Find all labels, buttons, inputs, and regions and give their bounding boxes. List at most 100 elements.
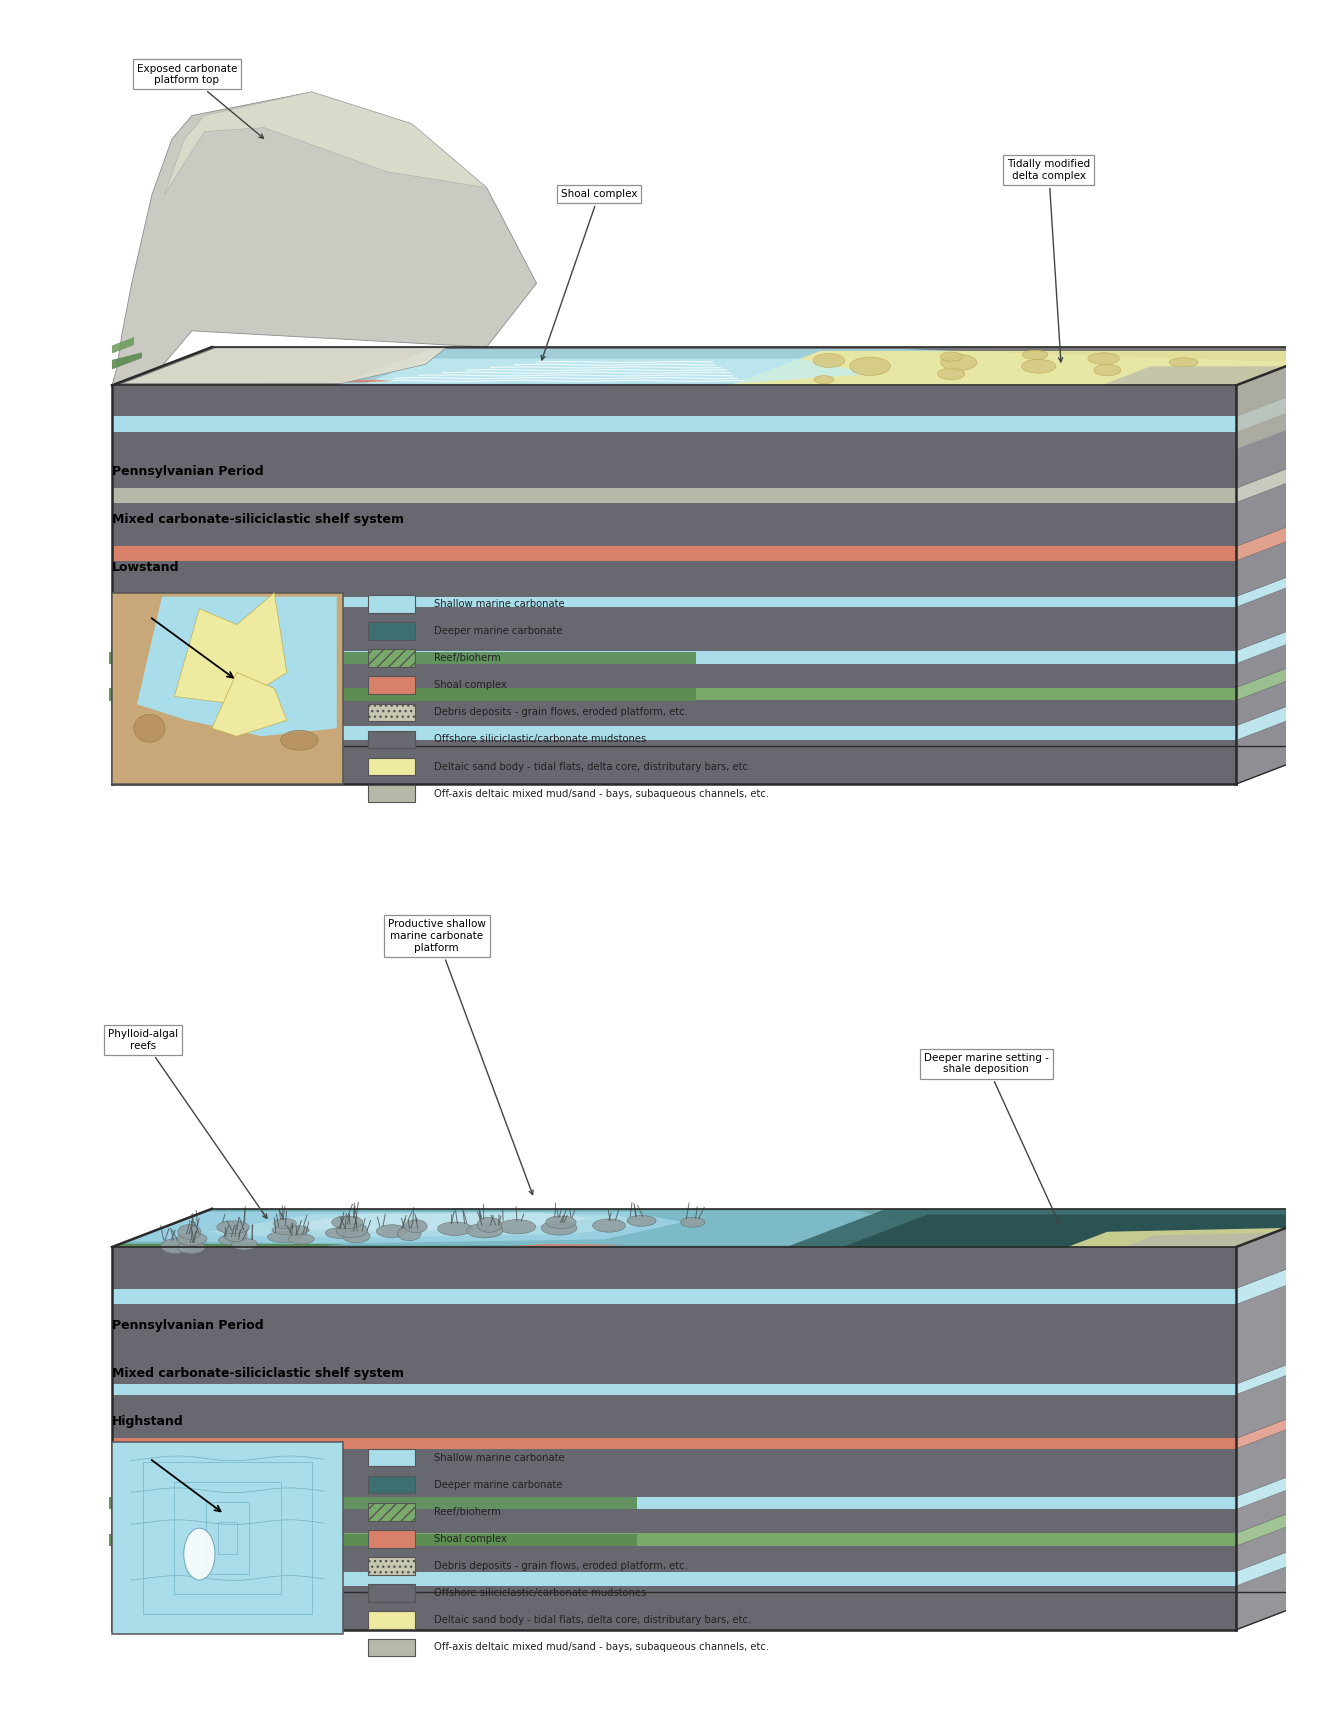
- FancyBboxPatch shape: [368, 1584, 415, 1602]
- FancyBboxPatch shape: [368, 704, 415, 721]
- Polygon shape: [1236, 1208, 1323, 1289]
- Polygon shape: [138, 597, 337, 737]
- Ellipse shape: [177, 1224, 201, 1239]
- Text: Mixed carbonate-siliciclastic shelf system: Mixed carbonate-siliciclastic shelf syst…: [112, 1367, 404, 1379]
- Text: Lowstand: Lowstand: [112, 561, 180, 573]
- Polygon shape: [112, 1496, 1236, 1510]
- Text: Phylloid-algal
reefs: Phylloid-algal reefs: [108, 1029, 267, 1219]
- Polygon shape: [112, 91, 537, 385]
- Ellipse shape: [941, 354, 976, 371]
- Ellipse shape: [232, 1238, 257, 1250]
- Polygon shape: [1236, 347, 1323, 416]
- Polygon shape: [730, 350, 1323, 385]
- Text: Exposed carbonate
platform top: Exposed carbonate platform top: [136, 64, 263, 138]
- Ellipse shape: [627, 1215, 656, 1225]
- Polygon shape: [112, 416, 1236, 433]
- Ellipse shape: [1094, 364, 1121, 376]
- Ellipse shape: [814, 376, 833, 383]
- Polygon shape: [1236, 663, 1323, 727]
- Polygon shape: [1123, 1232, 1274, 1248]
- Ellipse shape: [593, 1219, 626, 1232]
- Polygon shape: [112, 740, 1236, 784]
- Polygon shape: [112, 352, 142, 369]
- Polygon shape: [1236, 1250, 1323, 1305]
- Polygon shape: [1101, 366, 1286, 385]
- FancyBboxPatch shape: [368, 730, 415, 747]
- Polygon shape: [1236, 702, 1323, 784]
- Polygon shape: [112, 1244, 345, 1248]
- Polygon shape: [1236, 1495, 1323, 1546]
- Text: Tidally modified
delta complex: Tidally modified delta complex: [1007, 159, 1090, 362]
- Polygon shape: [1236, 394, 1323, 488]
- Text: Shallow marine carbonate: Shallow marine carbonate: [434, 599, 565, 609]
- Ellipse shape: [134, 715, 165, 742]
- Polygon shape: [1236, 1400, 1323, 1448]
- Ellipse shape: [849, 357, 890, 376]
- Polygon shape: [112, 337, 134, 354]
- Text: Offshore siliciclastic/carbonate mudstones: Offshore siliciclastic/carbonate mudston…: [434, 735, 647, 744]
- Polygon shape: [274, 1213, 593, 1232]
- Polygon shape: [786, 1208, 1323, 1248]
- Polygon shape: [262, 347, 949, 385]
- Ellipse shape: [814, 354, 844, 368]
- Ellipse shape: [545, 1215, 576, 1229]
- Text: Reef/bioherm: Reef/bioherm: [434, 652, 501, 663]
- Ellipse shape: [217, 1220, 250, 1234]
- Polygon shape: [112, 1448, 1236, 1496]
- FancyBboxPatch shape: [368, 785, 415, 803]
- Polygon shape: [122, 1210, 908, 1244]
- Ellipse shape: [224, 1229, 247, 1241]
- Polygon shape: [1236, 1267, 1323, 1384]
- Ellipse shape: [336, 1222, 368, 1238]
- Polygon shape: [212, 673, 287, 737]
- Polygon shape: [112, 665, 1236, 687]
- Polygon shape: [164, 91, 487, 195]
- Ellipse shape: [1088, 352, 1119, 364]
- Ellipse shape: [467, 1224, 503, 1238]
- Polygon shape: [1236, 1357, 1323, 1438]
- FancyBboxPatch shape: [368, 1476, 415, 1493]
- FancyBboxPatch shape: [368, 649, 415, 666]
- Polygon shape: [843, 1215, 1320, 1248]
- Ellipse shape: [280, 730, 318, 751]
- FancyBboxPatch shape: [368, 595, 415, 613]
- Polygon shape: [1236, 687, 1323, 740]
- Text: Highstand: Highstand: [112, 1415, 184, 1427]
- Text: Reef/bioherm: Reef/bioherm: [434, 1507, 501, 1517]
- FancyBboxPatch shape: [368, 1503, 415, 1521]
- FancyBboxPatch shape: [112, 592, 343, 784]
- Text: Pennsylvanian Period: Pennsylvanian Period: [112, 464, 263, 478]
- Polygon shape: [112, 561, 1236, 597]
- Text: Shoal complex: Shoal complex: [541, 190, 638, 361]
- Polygon shape: [112, 608, 1236, 651]
- Polygon shape: [327, 380, 394, 383]
- Polygon shape: [175, 592, 287, 704]
- Polygon shape: [112, 547, 1236, 561]
- Polygon shape: [1236, 1471, 1323, 1533]
- Text: Shoal complex: Shoal complex: [434, 1534, 507, 1545]
- Text: Debris deposits - grain flows, eroded platform, etc.: Debris deposits - grain flows, eroded pl…: [434, 1560, 688, 1571]
- FancyBboxPatch shape: [368, 1531, 415, 1548]
- Polygon shape: [112, 651, 1236, 665]
- Text: Shoal complex: Shoal complex: [434, 680, 507, 690]
- Polygon shape: [364, 359, 873, 383]
- Polygon shape: [1236, 507, 1323, 561]
- FancyBboxPatch shape: [368, 677, 415, 694]
- Text: Deeper marine setting -
shale deposition: Deeper marine setting - shale deposition: [923, 1053, 1060, 1224]
- Polygon shape: [337, 349, 1297, 385]
- Polygon shape: [208, 1213, 644, 1238]
- Polygon shape: [112, 1395, 1236, 1438]
- Text: Deltaic sand body - tidal flats, delta core, distributary bars, etc.: Deltaic sand body - tidal flats, delta c…: [434, 1616, 751, 1626]
- FancyBboxPatch shape: [368, 1638, 415, 1657]
- Polygon shape: [1236, 649, 1323, 701]
- Ellipse shape: [184, 1528, 216, 1579]
- Polygon shape: [1236, 1548, 1323, 1629]
- Ellipse shape: [938, 368, 964, 380]
- Polygon shape: [110, 1498, 636, 1510]
- Polygon shape: [112, 488, 1236, 502]
- Polygon shape: [1236, 1346, 1323, 1395]
- Polygon shape: [112, 701, 1236, 727]
- Polygon shape: [508, 1244, 623, 1246]
- Ellipse shape: [343, 1229, 370, 1243]
- Polygon shape: [123, 349, 446, 383]
